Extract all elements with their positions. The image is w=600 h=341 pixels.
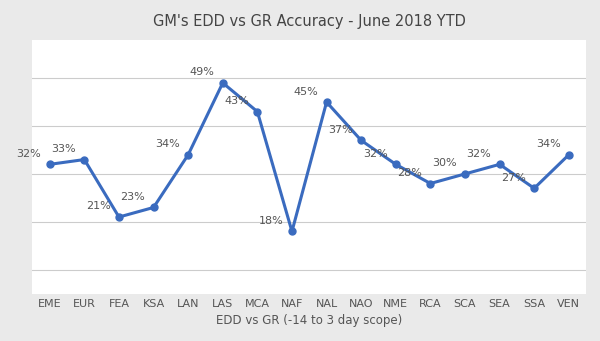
- X-axis label: EDD vs GR (-14 to 3 day scope): EDD vs GR (-14 to 3 day scope): [216, 314, 403, 327]
- Text: 33%: 33%: [52, 144, 76, 154]
- Text: 28%: 28%: [397, 168, 422, 178]
- Text: 34%: 34%: [536, 139, 560, 149]
- Text: 43%: 43%: [224, 96, 249, 106]
- Title: GM's EDD vs GR Accuracy - June 2018 YTD: GM's EDD vs GR Accuracy - June 2018 YTD: [153, 14, 466, 29]
- Text: 34%: 34%: [155, 139, 180, 149]
- Text: 49%: 49%: [190, 67, 214, 77]
- Text: 37%: 37%: [328, 125, 353, 135]
- Text: 32%: 32%: [17, 149, 41, 159]
- Text: 45%: 45%: [293, 87, 318, 97]
- Text: 21%: 21%: [86, 202, 110, 211]
- Text: 27%: 27%: [501, 173, 526, 183]
- Text: 23%: 23%: [121, 192, 145, 202]
- Text: 30%: 30%: [432, 158, 457, 168]
- Text: 32%: 32%: [363, 149, 388, 159]
- Text: 32%: 32%: [467, 149, 491, 159]
- Text: 18%: 18%: [259, 216, 284, 226]
